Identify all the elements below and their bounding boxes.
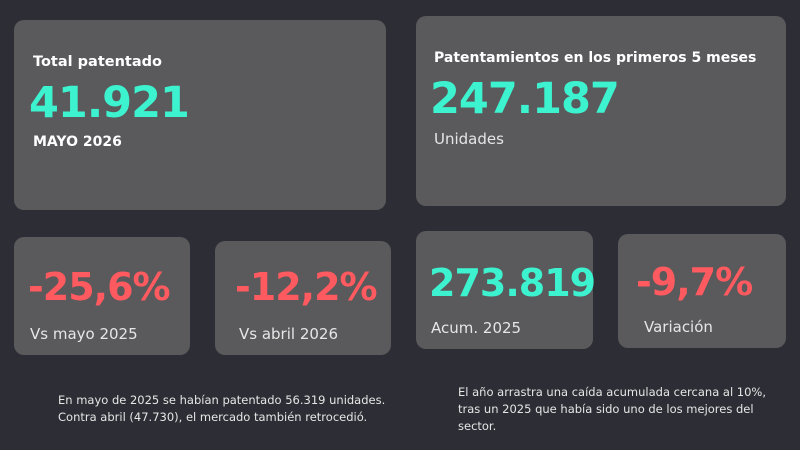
- note-right-line: El año arrastra una caída acumulada cerc…: [458, 385, 767, 399]
- first-months-value: 247.187: [430, 74, 620, 124]
- first-months-title: Patentamientos en los primeros 5 meses: [434, 50, 757, 66]
- total-title: Total patentado: [33, 54, 162, 70]
- total-value: 41.921: [29, 78, 190, 128]
- stat-label: Variación: [644, 318, 713, 336]
- stat-card-vs-mayo: -25,6% Vs mayo 2025: [14, 237, 190, 355]
- note-left-line: Contra abril (47.730), el mercado tambié…: [58, 410, 368, 424]
- first-months-card: Patentamientos en los primeros 5 meses 2…: [416, 16, 786, 206]
- stat-label: Acum. 2025: [431, 319, 522, 337]
- total-card: Total patentado 41.921 MAYO 2026: [14, 20, 386, 210]
- stat-card-vs-abril: -12,2% Vs abril 2026: [215, 241, 391, 355]
- note-right-line: tras un 2025 que había sido uno de los m…: [458, 402, 754, 416]
- note-left-line: En mayo de 2025 se habían patentado 56.3…: [58, 393, 386, 407]
- note-right-line: sector.: [458, 419, 497, 433]
- stat-value: -12,2%: [235, 265, 378, 309]
- stat-value: -9,7%: [636, 260, 753, 304]
- note-right: El año arrastra una caída acumulada cerc…: [458, 384, 778, 435]
- stat-card-variacion: -9,7% Variación: [618, 234, 786, 348]
- stat-label: Vs abril 2026: [239, 325, 339, 343]
- stat-label: Vs mayo 2025: [30, 325, 138, 343]
- stat-value: -25,6%: [28, 265, 171, 309]
- stat-card-acum: 273.819 Acum. 2025: [416, 231, 596, 349]
- total-period: MAYO 2026: [33, 134, 122, 150]
- first-months-unit: Unidades: [434, 130, 504, 148]
- note-left: En mayo de 2025 se habían patentado 56.3…: [58, 392, 386, 426]
- stat-value: 273.819: [429, 261, 596, 305]
